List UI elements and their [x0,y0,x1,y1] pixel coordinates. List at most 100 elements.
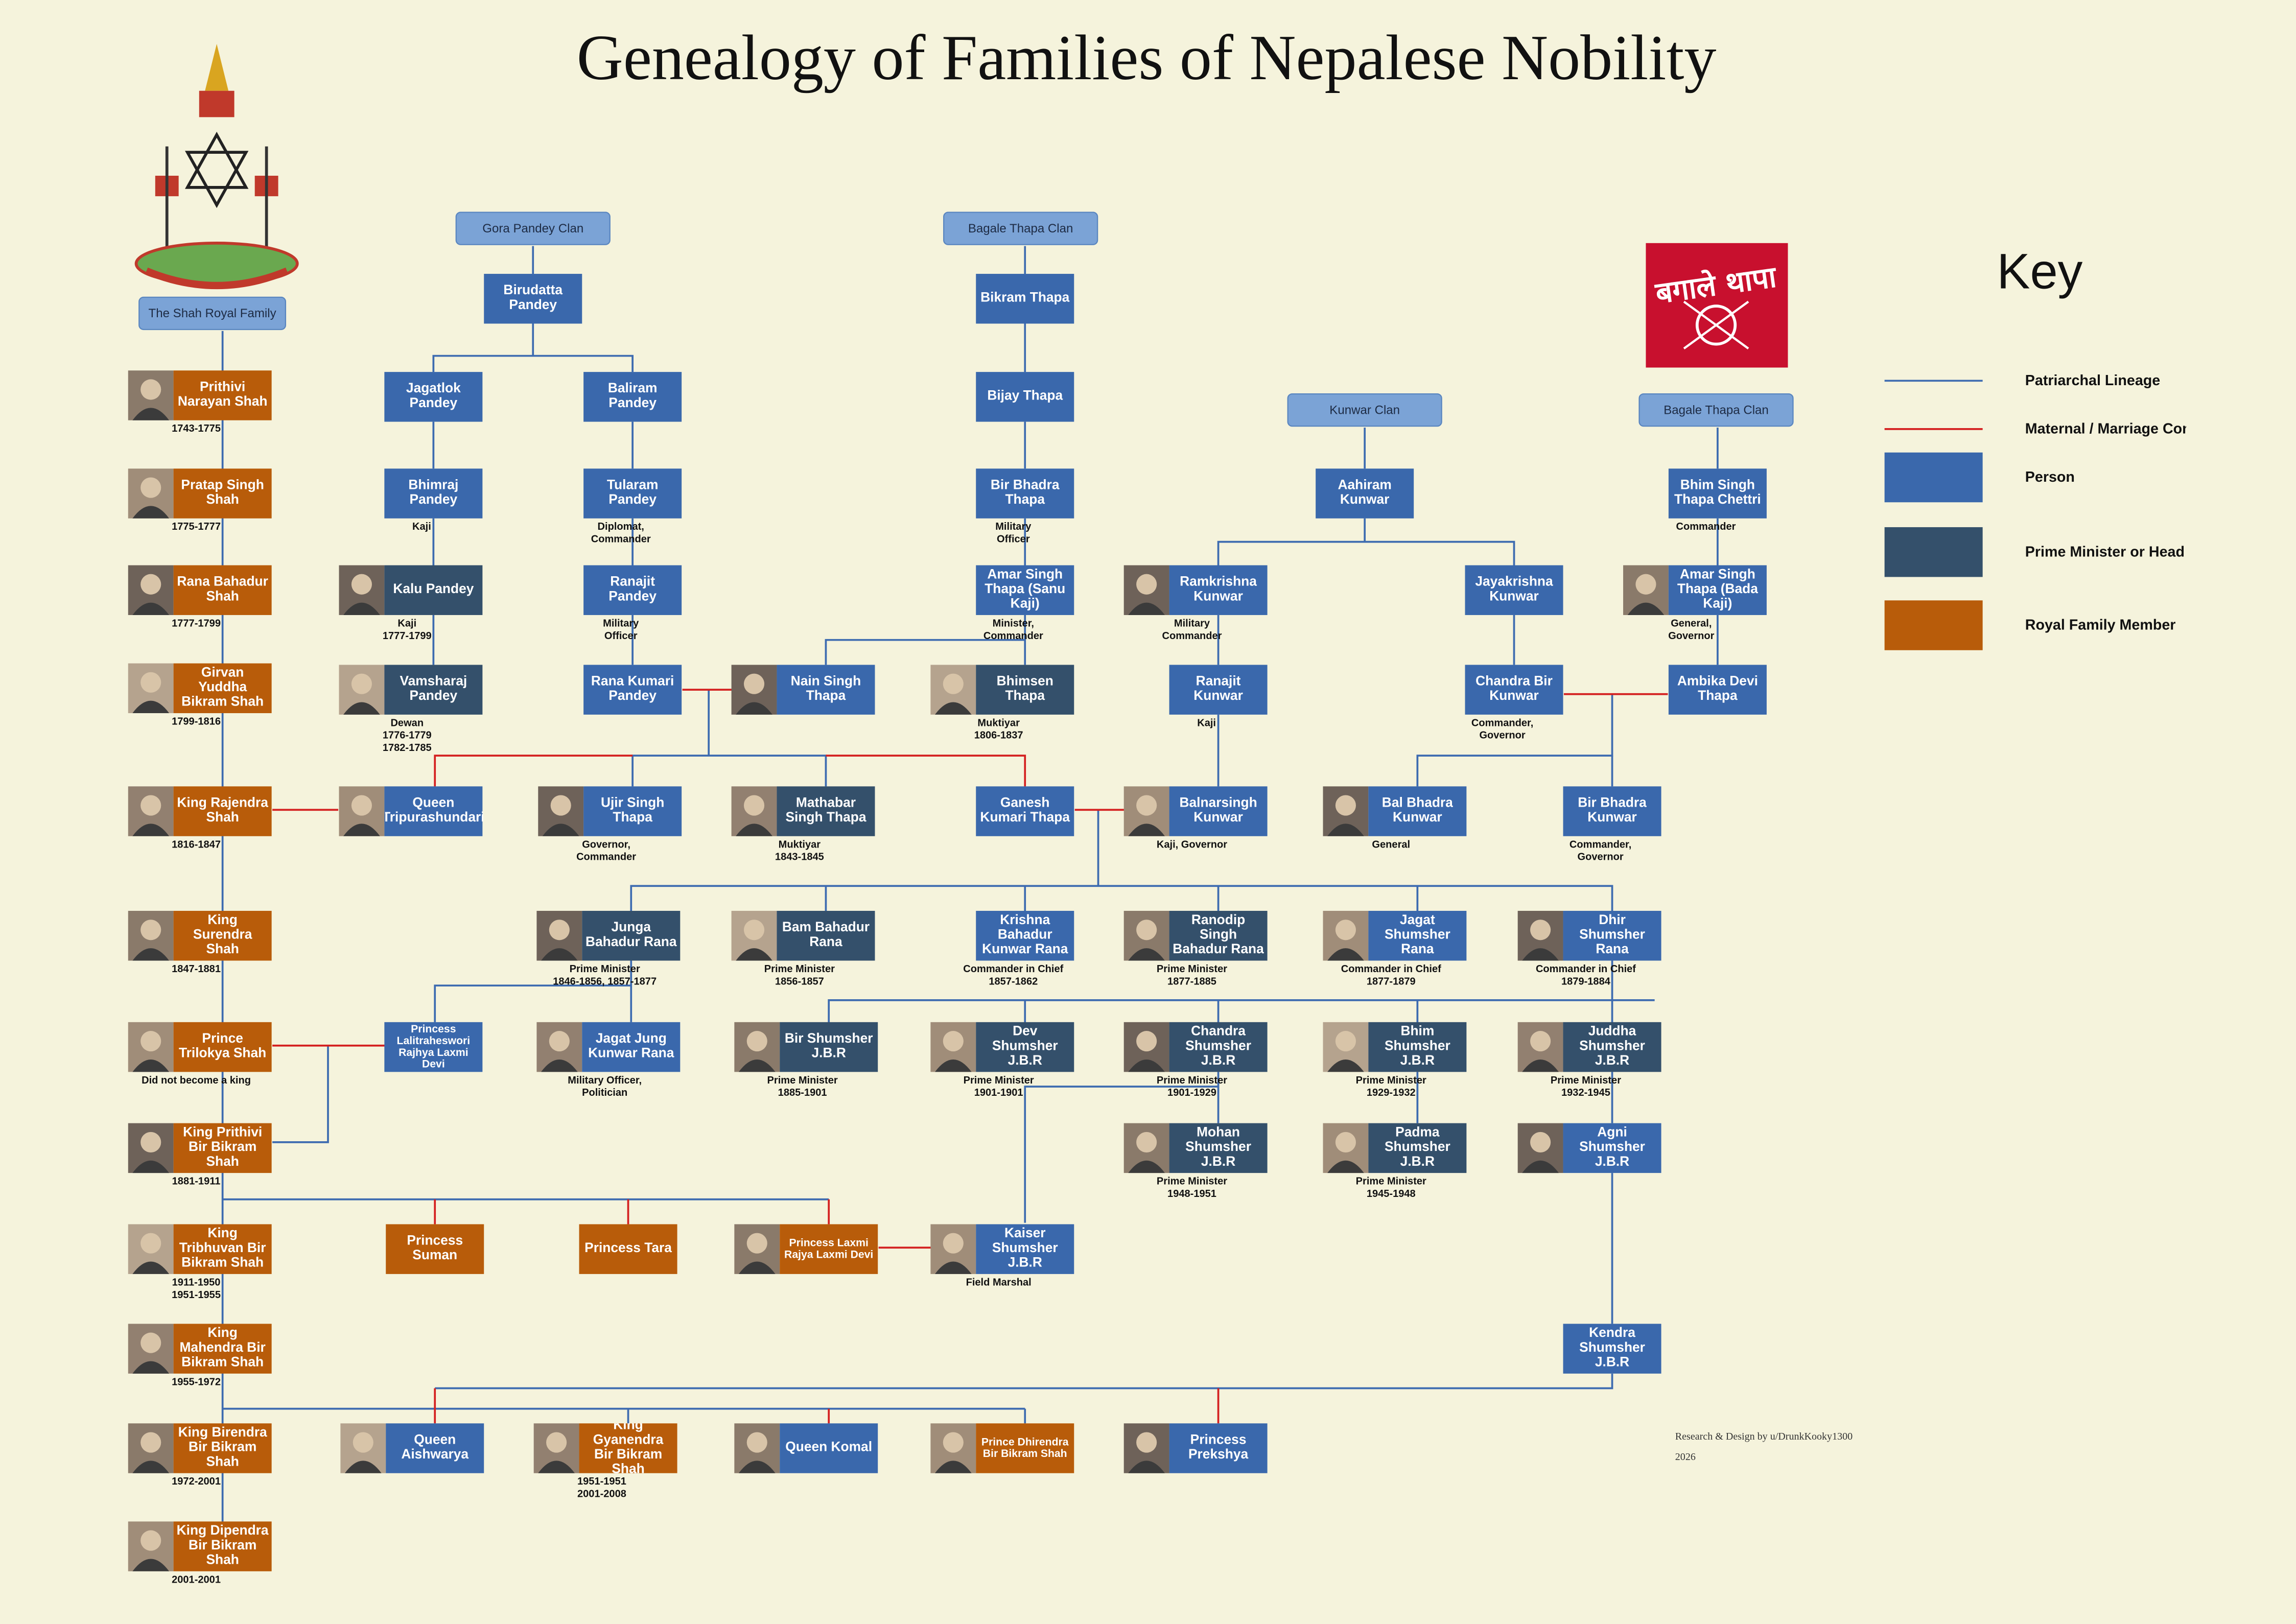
person-label-box: Prithivi Narayan Shah [177,379,268,409]
person-label-box: Bikram Thapa [980,290,1070,305]
person-note: Diplomat, [598,521,644,532]
person-name: Pratap Singh Shah [181,477,264,507]
key-label: Person [2025,469,2075,486]
portrait-head [550,795,571,816]
portrait-head [351,795,372,816]
person-box [780,1423,878,1473]
person-note: Prime Minister [964,1075,1034,1086]
person-note: Officer [604,630,638,642]
person-name: Princess Lalitraheswori Rajhya Laxmi Dev… [396,1022,471,1071]
person-box [780,1224,878,1274]
person-label-box: Vamsharaj Pandey [400,674,467,703]
person-box [1169,665,1268,715]
person-name: Chandra Shumsher J.B.R [1185,1023,1251,1068]
person-name: Krishna Bahadur Kunwar Rana [982,912,1068,956]
emblem [134,43,299,290]
person-label-box: Prince Trilokya Shah [179,1031,267,1061]
person-name: Girvan Yuddha Bikram Shah [181,665,264,709]
person-label-box: Kendra Shumsher J.B.R [1579,1326,1645,1369]
key-label-box: Person [2025,469,2075,486]
person-note: General [1372,839,1410,850]
portrait-body [1128,1461,1165,1473]
person-note: Commander [1676,521,1736,532]
portrait-head [140,1530,161,1551]
person-note: Commander [983,630,1043,642]
key-label: Patriarchal Lineage [2025,372,2161,389]
person-note: 1816-1847 [172,839,221,850]
person-note: Minister, [993,618,1034,629]
person-box [173,370,272,420]
person-label-box: Bhim Singh Thapa Chettri [1674,478,1761,507]
person-name: Ranajit Kunwar [1193,673,1243,703]
person-label-box: Bhim Shumsher J.B.R [1385,1024,1450,1067]
portrait-head [140,795,161,816]
person-box [976,372,1074,422]
person-name: Birudatta Pandey [503,283,563,312]
portrait-body [132,1261,170,1274]
clan-label: The Shah Royal Family [149,307,276,320]
person-label-box: Bal Bhadra Kunwar [1382,795,1453,825]
person-name: Prince Trilokya Shah [179,1031,267,1061]
portrait-body [343,823,380,836]
portrait-body [132,1160,170,1173]
person-label-box: Agni Shumsher J.B.R [1579,1125,1645,1168]
person-label-box: Balnarsingh Kunwar [1179,795,1257,825]
person-box [1169,910,1268,961]
portrait-head [549,920,570,940]
person-box [976,665,1074,715]
person-name: Jagat Jung Kunwar Rana [588,1031,674,1061]
person-name: Amar Singh Thapa (Bada Kaji) [1677,567,1758,611]
person-box [582,1022,681,1072]
person-note: 1901-1929 [1167,1087,1216,1098]
person-label-box: Dev Shumsher J.B.R [992,1024,1058,1067]
key-swatch [1884,527,1983,577]
portrait-head [746,1233,767,1254]
person-note: Governor, [582,839,630,850]
person-note: 1857-1862 [989,976,1038,987]
person-label-box: King Dipendra Bir Bikram Shah [177,1523,269,1567]
person-name: Prithivi Narayan Shah [177,379,268,409]
person-label-box: Ranajit Pandey [608,574,657,603]
person-note: Kaji, Governor [1157,839,1227,850]
portrait-body [1128,1059,1165,1072]
portrait-head [1136,1132,1157,1152]
person-label-box: Bhimsen Thapa [997,674,1053,703]
person-box [976,468,1074,519]
person-name: Dhir Shumsher Rana [1579,912,1645,956]
portrait-body [738,1261,776,1274]
person-label-box: Mohan Shumsher J.B.R [1185,1125,1251,1168]
person-label-box: Girvan Yuddha Bikram Shah [181,665,264,709]
person-note: Commander, [1471,717,1533,728]
person-name: Kalu Pandey [393,581,474,596]
portrait-head [140,477,161,498]
person-name: Queen Aishwarya [401,1432,469,1462]
portrait-body [1327,1160,1364,1173]
person-box [1169,1123,1268,1173]
person-note: Prime Minister [764,963,835,975]
portrait-head [943,1031,964,1052]
person-note: Prime Minister [1356,1075,1426,1086]
person-label-box: Princess Lalitraheswori Rajhya Laxmi Dev… [396,1022,471,1071]
clan-label: Bagale Thapa Clan [968,222,1073,236]
person-name: Bir Shumsher J.B.R [784,1031,873,1061]
person-note: Prime Minister [1157,1176,1227,1187]
person-note: Governor [1668,630,1714,642]
person-note: 1847-1881 [172,963,221,975]
person-name: Bir Bhadra Kunwar [1578,795,1647,825]
portrait-head [140,672,161,693]
person-name: Bikram Thapa [980,290,1070,305]
portrait-body [1128,1160,1165,1173]
person-name: King Mahendra Bir Bikram Shah [179,1325,266,1370]
person-name: Jagatlok Pandey [406,381,461,410]
person-note: Military [1174,618,1210,629]
portrait-body [132,1361,170,1374]
person-note: Prime Minister [570,963,640,975]
person-note: Prime Minister [1356,1176,1426,1187]
person-box [1668,565,1767,615]
person-name: Jayakrishna Kunwar [1475,574,1553,604]
clan-flag: बगाले थापा [1646,243,1788,368]
person-box [1465,665,1563,715]
person-note: Field Marshal [966,1277,1032,1288]
person-note: 2001-2008 [577,1489,626,1500]
